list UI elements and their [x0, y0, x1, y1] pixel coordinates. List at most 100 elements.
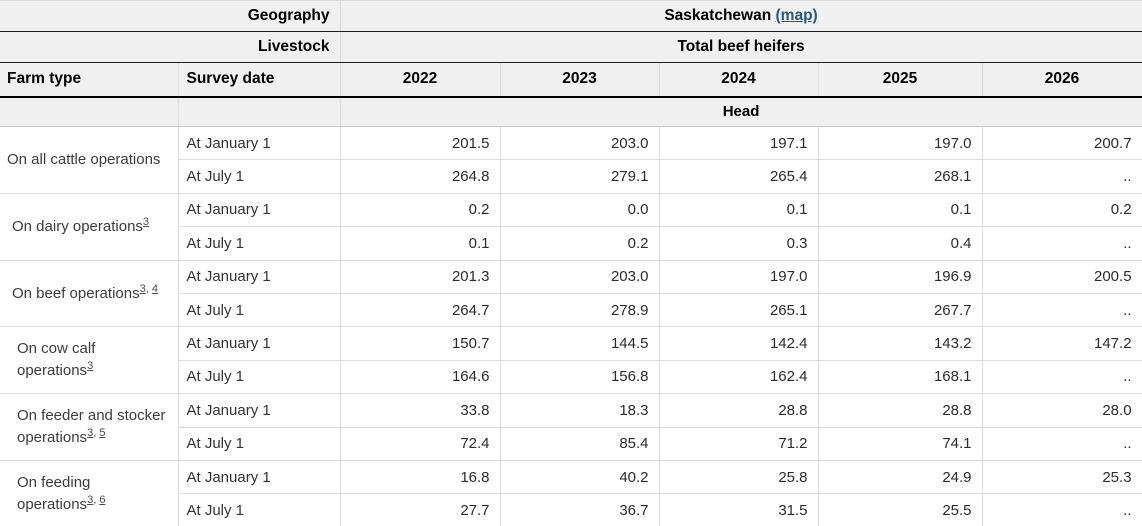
footnote-link[interactable]: 3 — [139, 282, 146, 295]
value-cell: 18.3 — [499, 393, 660, 428]
unit-row: Head — [0, 96, 1142, 127]
survey-date-cell: At January 1 — [177, 192, 341, 228]
survey-date-cell: At July 1 — [177, 359, 341, 395]
livestock-value: Total beef heifers — [339, 31, 1142, 63]
empty-cell — [0, 96, 178, 127]
table-row-july: At July 1 27.7 36.7 31.5 25.5.. — [0, 493, 1142, 526]
value-cell: 31.5 — [658, 493, 819, 526]
geography-value: Saskatchewan — [664, 7, 772, 24]
value-cell: 144.5 — [499, 326, 660, 361]
footnote-refs: 3, 5 — [87, 427, 106, 440]
value-cell: 85.4 — [499, 426, 660, 461]
year-header-2026: 2026 — [981, 62, 1142, 98]
value-cell: 0.1 — [339, 226, 501, 261]
survey-date-cell: At July 1 — [177, 226, 341, 261]
survey-date-cell: At July 1 — [177, 493, 341, 526]
value-cell: 0.1 — [817, 192, 983, 228]
geography-label: Geography — [0, 0, 341, 32]
value-cell: 265.4 — [658, 159, 819, 194]
survey-date-cell: At July 1 — [177, 292, 341, 328]
value-cell: 16.8 — [339, 459, 501, 495]
value-cell: 164.6 — [339, 359, 501, 395]
table-row-july: At July 1 164.6 156.8 162.4 168.1.. — [0, 359, 1142, 395]
value-cell: 203.0 — [499, 125, 660, 161]
value-cell: 196.9 — [817, 259, 983, 294]
farm-type-label: On feeder and stocker operations — [17, 407, 166, 447]
value-cell: 0.3 — [658, 226, 819, 261]
value-cell: 143.2 — [817, 326, 983, 361]
footnote-refs: 3 — [143, 216, 149, 228]
footnote-link[interactable]: 3 — [87, 427, 94, 440]
value-cell: 0.1 — [658, 192, 819, 228]
value-cell: 264.7 — [339, 292, 501, 328]
value-cell: .. — [981, 226, 1142, 261]
value-cell: 28.0 — [981, 393, 1142, 428]
empty-cell — [177, 96, 341, 127]
unit-label: Head — [339, 96, 1142, 127]
value-cell: 25.3 — [981, 459, 1142, 495]
value-cell: 267.7 — [817, 292, 983, 328]
year-header-2024: 2024 — [658, 62, 819, 98]
table-row-july: At July 1 264.7 278.9 265.1 267.7.. — [0, 292, 1142, 328]
table-row-january: On beef operations3, 4 At January 1 201.3 2… — [0, 259, 1142, 328]
geography-value-cell: Saskatchewan (map) — [339, 0, 1142, 32]
value-cell: 264.8 — [339, 159, 501, 194]
farm-type-label: On all cattle operations — [7, 151, 161, 169]
footnote-link[interactable]: 3 — [87, 360, 94, 373]
farm-type-cell: On beef operations3, 4 — [0, 259, 179, 328]
value-cell: 142.4 — [658, 326, 819, 361]
value-cell: 200.5 — [981, 259, 1142, 294]
value-cell: .. — [981, 493, 1142, 526]
livestock-label: Livestock — [0, 31, 341, 63]
value-cell: .. — [981, 359, 1142, 395]
footnote-link[interactable]: 3 — [142, 215, 150, 228]
value-cell: 0.2 — [339, 192, 501, 228]
table-row-january: On feeder and stocker operations3, 5 At J… — [0, 393, 1142, 461]
table-row-january: On cow calf operations3 At January 1 150.7… — [0, 326, 1142, 395]
farm-type-cell: On feeder and stocker operations3, 5 — [0, 393, 179, 461]
value-cell: 197.0 — [658, 259, 819, 294]
survey-date-cell: At July 1 — [177, 159, 341, 194]
farm-type-label: On dairy operations — [12, 217, 143, 235]
value-cell: 265.1 — [658, 292, 819, 328]
value-cell: 278.9 — [499, 292, 660, 328]
column-header-row: Farm type Survey date 2022 2023 2024 202… — [0, 62, 1142, 98]
footnote-link[interactable]: 4 — [151, 282, 158, 295]
value-cell: 200.7 — [981, 125, 1142, 161]
footnote-link[interactable]: 6 — [99, 493, 106, 506]
value-cell: 0.2 — [499, 226, 660, 261]
livestock-row: Livestock Total beef heifers — [0, 31, 1142, 63]
value-cell: 28.8 — [817, 393, 983, 428]
farm-type-cell: On dairy operations3 — [0, 192, 179, 261]
value-cell: .. — [981, 292, 1142, 328]
footnote-refs: 3 — [87, 360, 93, 372]
value-cell: 147.2 — [981, 326, 1142, 361]
farm-type-cell: On cow calf operations3 — [0, 326, 179, 395]
table-row-july: At July 1 72.4 85.4 71.2 74.1.. — [0, 426, 1142, 461]
value-cell: 27.7 — [339, 493, 501, 526]
farm-type-label: On feeding operations — [17, 474, 91, 513]
value-cell: 71.2 — [658, 426, 819, 461]
value-cell: 0.4 — [817, 226, 983, 261]
value-cell: 168.1 — [817, 359, 983, 395]
table-row-january: On dairy operations3 At January 1 0.2 0.0 0.… — [0, 192, 1142, 261]
footnote-link[interactable]: 3 — [87, 493, 94, 506]
farm-type-label: On beef operations — [12, 284, 140, 302]
table-row-january: On feeding operations3, 6 At January 1 16.… — [0, 459, 1142, 526]
farm-type-header: Farm type — [0, 62, 178, 98]
value-cell: .. — [981, 159, 1142, 194]
value-cell: .. — [981, 426, 1142, 461]
map-link[interactable]: (map) — [775, 7, 818, 24]
value-cell: 36.7 — [499, 493, 660, 526]
value-cell: 0.0 — [499, 192, 660, 228]
value-cell: 279.1 — [499, 159, 660, 194]
year-header-2023: 2023 — [499, 62, 660, 98]
footnote-refs: 3, 6 — [87, 493, 106, 506]
value-cell: 40.2 — [499, 459, 660, 495]
footnote-link[interactable]: 5 — [99, 427, 106, 440]
farm-type-cell: On feeding operations3, 6 — [0, 459, 179, 526]
survey-date-cell: At January 1 — [177, 459, 341, 495]
geography-row: Geography Saskatchewan (map) — [0, 0, 1142, 32]
farm-type-label: On cow calf operations — [17, 340, 96, 380]
